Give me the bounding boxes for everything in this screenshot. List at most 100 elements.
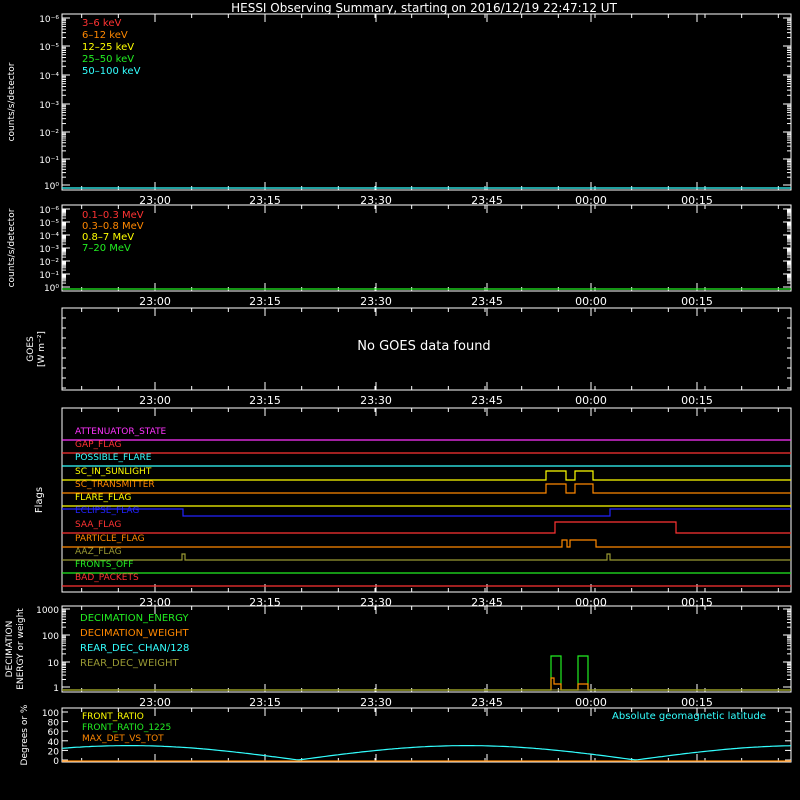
y-tick-label: 10⁻²	[39, 258, 59, 268]
x-tick-label: 23:30	[360, 194, 392, 207]
series-decimation-weight	[62, 677, 791, 691]
flag-label: SC_TRANSMITTER	[75, 480, 155, 490]
y-tick-label: 100	[42, 709, 59, 719]
panel-frame	[61, 13, 792, 191]
y-tick-label: 10⁻¹	[39, 271, 59, 281]
flag-label: PARTICLE_FLAG	[75, 534, 145, 544]
legend-entry: 7–20 MeV	[82, 243, 131, 254]
y-tick-label: 1	[53, 684, 59, 694]
y-axis-label: counts/s/detector	[7, 62, 17, 141]
legend-entry: 12–25 keV	[82, 42, 134, 53]
legend-entry: DECIMATION_ENERGY	[80, 613, 189, 624]
panel-frame	[61, 307, 792, 391]
x-tick-label: 00:00	[575, 394, 607, 407]
y-tick-label: 10⁻³	[39, 245, 59, 255]
flag-label: SC_IN_SUNLIGHT	[75, 467, 152, 477]
x-tick-label: 23:15	[249, 696, 281, 709]
y-tick-label: 80	[48, 719, 60, 729]
flag-label: AAZ_FLAG	[75, 547, 122, 557]
y-tick-label: 10⁻²	[39, 129, 59, 139]
x-tick-label: 23:15	[249, 394, 281, 407]
flag-label: FLARE_FLAG	[75, 493, 131, 503]
legend-entry: 25–50 keV	[82, 54, 134, 65]
x-tick-label: 23:00	[139, 295, 171, 308]
x-tick-label: 23:30	[360, 394, 392, 407]
flag-label: ECLIPSE_FLAG	[75, 506, 139, 516]
flag-label: FRONTS_OFF	[75, 560, 133, 570]
x-tick-label: 00:00	[575, 295, 607, 308]
legend-entry: 50–100 keV	[82, 66, 141, 77]
flag-line	[62, 553, 791, 561]
flag-label: BAD_PACKETS	[75, 573, 139, 583]
panel-frame	[61, 204, 792, 292]
x-tick-label: 23:15	[249, 194, 281, 207]
x-tick-label: 23:45	[471, 194, 503, 207]
flag-line	[62, 470, 791, 481]
y-axis-label: Degrees or %	[20, 704, 30, 765]
y-tick-label: 10⁻⁶	[39, 15, 59, 25]
no-data-message: No GOES data found	[357, 339, 490, 354]
panel-lightcurve-low: 23:00 23:15 23:30 23:45 00:00 00:15 counts/s/d…	[7, 13, 792, 207]
x-tick-label: 23:00	[139, 394, 171, 407]
x-tick-label: 23:15	[249, 295, 281, 308]
y-tick-label: 10⁰	[44, 182, 59, 192]
legend-entry: 6–12 keV	[82, 30, 128, 41]
x-tick-label: 00:00	[575, 194, 607, 207]
y-axis-label: GOES	[26, 336, 36, 362]
y-axis-label: counts/s/detector	[7, 208, 17, 287]
y-tick-label: 10	[48, 659, 60, 669]
series-geomagnetic-latitude	[61, 744, 792, 761]
y-tick-label: 10⁻³	[39, 101, 59, 111]
y-tick-label: 1000	[36, 606, 59, 616]
legend-entry: MAX_DET_VS_TOT	[82, 734, 164, 744]
y-tick-label: 10⁻⁵	[39, 43, 59, 53]
flag-label: ATTENUATOR_STATE	[75, 427, 167, 437]
y-tick-label: 40	[48, 738, 60, 748]
figure-title: HESSI Observing Summary, starting on 201…	[231, 1, 617, 15]
y-axis-label: Flags	[34, 487, 45, 513]
y-axis-label: DECIMATION	[5, 621, 15, 678]
flag-line	[62, 508, 791, 517]
legend-entry-right: Absolute geomagnetic latitude	[612, 711, 766, 722]
x-tick-label: 23:45	[471, 295, 503, 308]
y-tick-label: 60	[48, 728, 60, 738]
x-tick-label: 00:15	[681, 696, 713, 709]
x-tick-label: 23:45	[471, 394, 503, 407]
flag-label: SAA_FLAG	[75, 520, 121, 530]
y-tick-label: 10⁻⁶	[39, 206, 59, 216]
y-tick-label: 0	[53, 757, 59, 767]
legend-entry: 0.8–7 MeV	[82, 232, 134, 243]
x-tick-label: 00:15	[681, 394, 713, 407]
flag-line	[62, 483, 791, 494]
y-tick-label: 100	[42, 632, 59, 642]
y-tick-label: 10⁻⁴	[39, 232, 59, 242]
legend-entry: 3–6 keV	[82, 18, 121, 29]
legend-entry: DECIMATION_WEIGHT	[80, 628, 189, 639]
y-axis-label: [W m⁻²]	[37, 331, 47, 367]
flag-line	[62, 539, 791, 548]
panel-frame	[61, 407, 792, 593]
flag-label: GAP_FLAG	[75, 440, 121, 450]
x-tick-label: 00:15	[681, 295, 713, 308]
flag-line	[62, 521, 791, 534]
x-tick-label: 23:45	[471, 696, 503, 709]
flag-label: POSSIBLE_FLARE	[75, 453, 152, 463]
y-tick-label: 20	[48, 747, 60, 757]
y-tick-label: 10⁻⁵	[39, 219, 59, 229]
y-tick-label: 10⁻¹	[39, 156, 59, 166]
x-tick-label: 23:30	[360, 295, 392, 308]
panel-goes: 23:00 23:15 23:30 23:45 00:00 00:15 GOES [W m⁻²…	[26, 307, 792, 407]
legend-entry: 0.3–0.8 MeV	[82, 221, 144, 232]
y-axis-label: ENERGY or weight	[16, 608, 26, 690]
panel-flags: 23:00 23:15 23:30 23:45 00:00 00:15FlagsATTEN…	[34, 407, 792, 609]
legend-entry: REAR_DEC_WEIGHT	[80, 658, 179, 669]
legend-entry: 0.1–0.3 MeV	[82, 210, 144, 221]
y-tick-label: 10⁻⁴	[39, 72, 59, 82]
panel-lightcurve-high: 23:00 23:15 23:30 23:45 00:00 00:15 counts/s/d…	[7, 204, 792, 308]
x-tick-label: 23:30	[360, 696, 392, 709]
x-tick-label: 00:15	[681, 194, 713, 207]
panel-frame	[61, 707, 792, 763]
panel-decimation: 23:00 23:15 23:30 23:45 00:00 00:15 DECIMATION…	[5, 605, 792, 709]
legend-entry: FRONT_RATIO	[82, 712, 144, 722]
